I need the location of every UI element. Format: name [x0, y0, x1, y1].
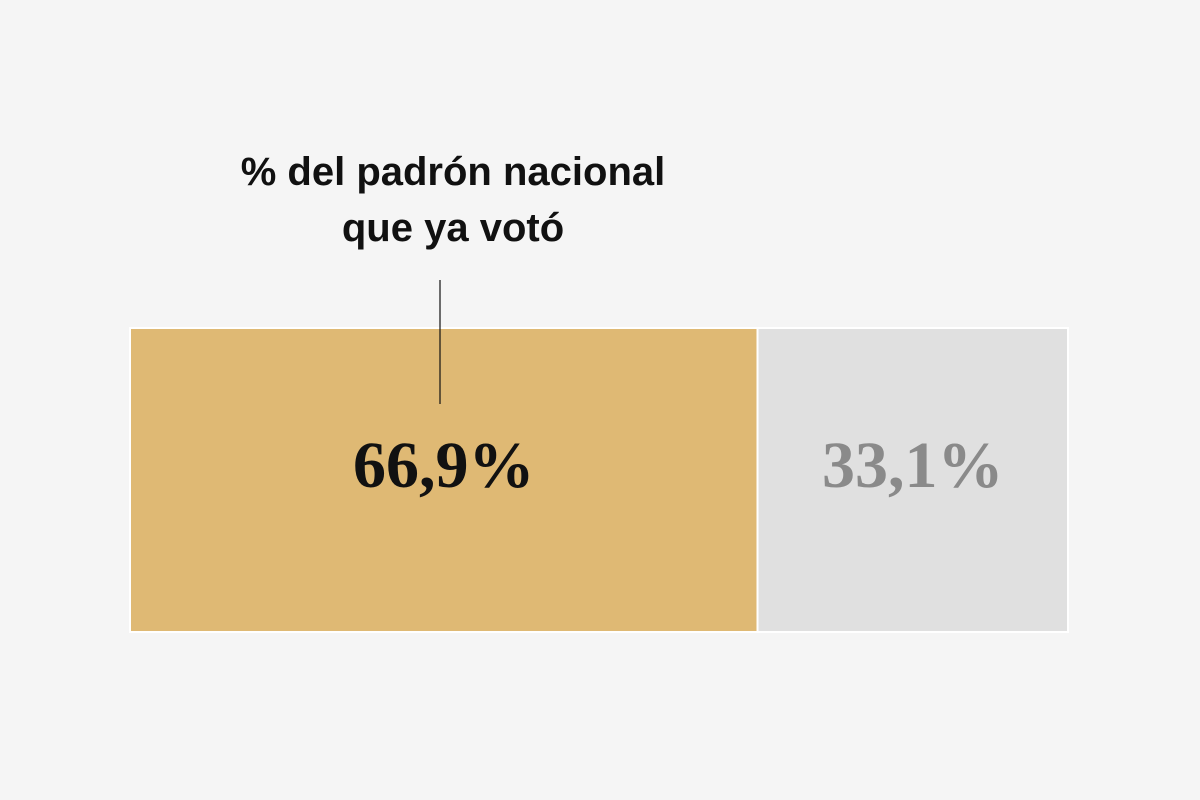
- bar-segment: [756, 327, 1069, 633]
- bar-segment: [129, 327, 759, 633]
- value-label: 33,1%: [822, 429, 1004, 502]
- annotation: % del padrón nacional que ya votó: [240, 150, 666, 250]
- value-label: 66,9%: [353, 429, 535, 502]
